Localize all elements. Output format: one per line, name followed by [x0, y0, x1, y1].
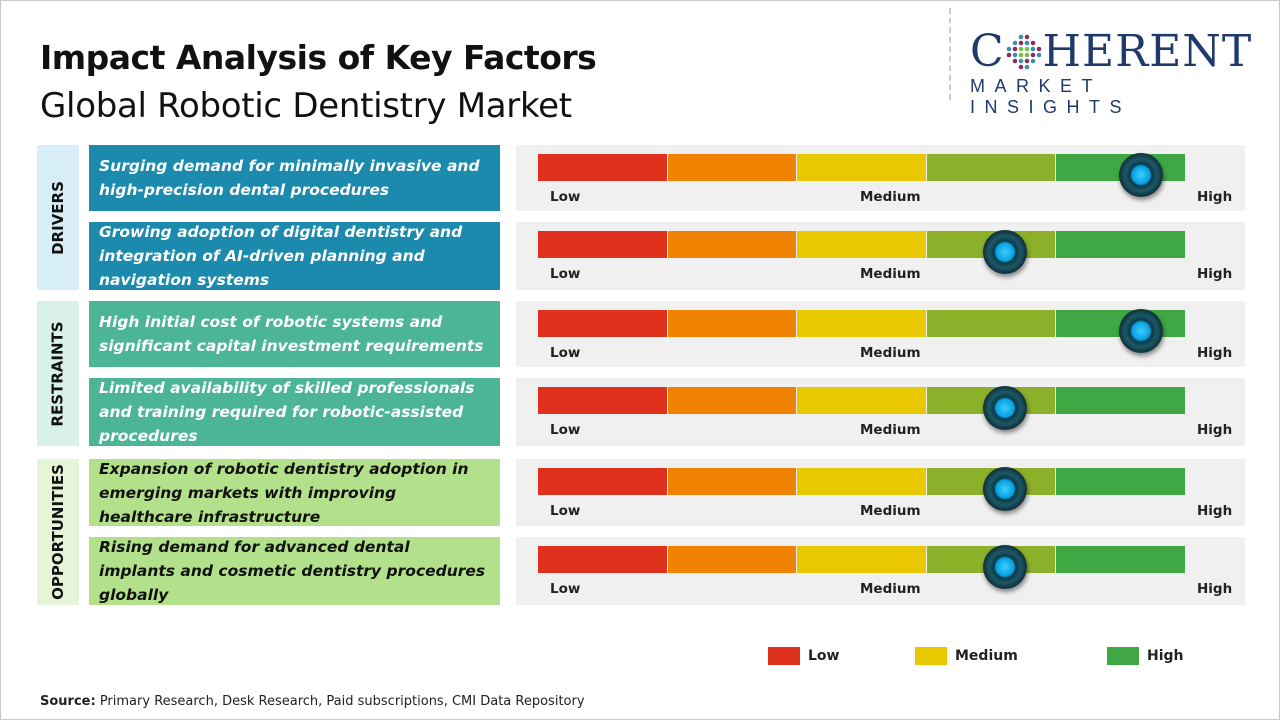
scale-segment — [1056, 387, 1185, 414]
impact-marker — [982, 230, 1027, 274]
scale-segment — [926, 310, 1056, 337]
scale-segment — [538, 231, 667, 258]
category-label-drivers: DRIVERS — [37, 145, 79, 290]
scale-segment — [797, 231, 926, 258]
scale-segment — [538, 546, 667, 573]
scale-label-high: High — [1197, 189, 1233, 205]
impact-gauge: Low Medium High — [516, 301, 1245, 367]
legend-item-high: High — [1107, 647, 1184, 665]
scale-segment — [797, 387, 926, 414]
scale-segment — [667, 546, 797, 573]
impact-gauge: Low Medium High — [516, 378, 1245, 446]
scale-label-low: Low — [550, 581, 581, 597]
impact-marker — [1118, 309, 1163, 353]
impact-scale-bar — [538, 386, 1186, 430]
impact-marker — [982, 545, 1027, 589]
scale-segment — [797, 310, 926, 337]
scale-segment — [667, 468, 797, 495]
scale-segment — [538, 468, 667, 495]
impact-gauge: Low Medium High — [516, 145, 1245, 211]
scale-label-low: Low — [550, 503, 581, 519]
scale-label-medium: Medium — [860, 189, 921, 205]
globe-icon — [1006, 34, 1041, 70]
scale-label-medium: Medium — [860, 581, 921, 597]
impact-gauge: Low Medium High — [516, 222, 1245, 290]
scale-label-low: Low — [550, 266, 581, 282]
impact-scale-bar — [538, 545, 1186, 589]
legend-swatch — [768, 647, 800, 665]
scale-segment — [926, 154, 1056, 181]
factor-text: Expansion of robotic dentistry adoption … — [89, 459, 500, 526]
scale-label-high: High — [1197, 581, 1233, 597]
impact-scale-bar — [538, 309, 1186, 353]
impact-scale-bar — [538, 467, 1186, 511]
scale-segment — [538, 310, 667, 337]
impact-gauge: Low Medium High — [516, 459, 1245, 526]
scale-label-low: Low — [550, 422, 581, 438]
legend-swatch — [915, 647, 947, 665]
company-logo: C HERENT MARKET INSIGHTS — [970, 26, 1253, 118]
scale-segment — [1056, 468, 1185, 495]
scale-segment — [667, 154, 797, 181]
factor-text: Rising demand for advanced dental implan… — [89, 537, 500, 605]
scale-label-high: High — [1197, 345, 1233, 361]
factor-text: Growing adoption of digital dentistry an… — [89, 222, 500, 290]
scale-segment — [538, 154, 667, 181]
page-subtitle: Global Robotic Dentistry Market — [40, 86, 572, 126]
scale-label-high: High — [1197, 266, 1233, 282]
scale-segment — [667, 310, 797, 337]
scale-label-medium: Medium — [860, 266, 921, 282]
scale-label-medium: Medium — [860, 422, 921, 438]
scale-label-high: High — [1197, 503, 1233, 519]
scale-segment — [797, 468, 926, 495]
scale-label-low: Low — [550, 345, 581, 361]
scale-segment — [667, 231, 797, 258]
impact-marker — [1118, 153, 1163, 197]
category-label-opportunities: OPPORTUNITIES — [37, 459, 79, 605]
scale-segment — [797, 154, 926, 181]
scale-segment — [797, 546, 926, 573]
scale-label-high: High — [1197, 422, 1233, 438]
impact-scale-bar — [538, 153, 1186, 197]
divider — [949, 8, 951, 100]
page-title: Impact Analysis of Key Factors — [40, 38, 597, 77]
impact-gauge: Low Medium High — [516, 537, 1245, 605]
legend-item-medium: Medium — [915, 647, 1018, 665]
factor-text: Surging demand for minimally invasive an… — [89, 145, 500, 211]
factor-text: High initial cost of robotic systems and… — [89, 301, 500, 367]
impact-marker — [982, 386, 1027, 430]
legend-swatch — [1107, 647, 1139, 665]
source-note: Source: Primary Research, Desk Research,… — [40, 694, 585, 709]
category-label-restraints: RESTRAINTS — [37, 301, 79, 446]
scale-segment — [1056, 546, 1185, 573]
factor-text: Limited availability of skilled professi… — [89, 378, 500, 446]
scale-label-low: Low — [550, 189, 581, 205]
scale-segment — [538, 387, 667, 414]
scale-segment — [667, 387, 797, 414]
scale-segment — [1056, 231, 1185, 258]
legend-item-low: Low — [768, 647, 839, 665]
impact-scale-bar — [538, 230, 1186, 274]
scale-label-medium: Medium — [860, 345, 921, 361]
scale-label-medium: Medium — [860, 503, 921, 519]
impact-marker — [982, 467, 1027, 511]
